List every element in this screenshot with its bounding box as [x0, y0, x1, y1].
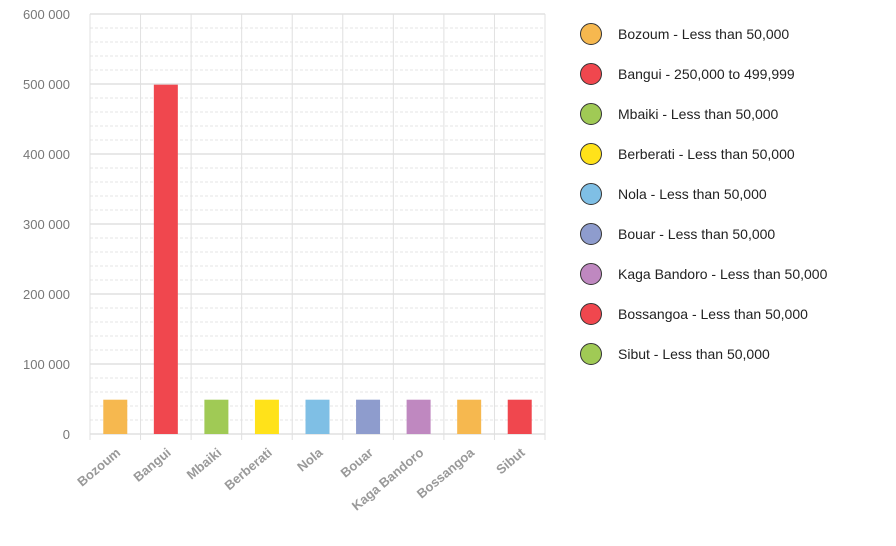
legend-swatch: [580, 143, 602, 165]
y-tick-label: 400 000: [23, 147, 70, 162]
bar: [507, 399, 532, 434]
legend-swatch: [580, 23, 602, 45]
legend-label: Sibut - Less than 50,000: [618, 346, 770, 362]
legend-item: Bossangoa - Less than 50,000: [580, 294, 827, 334]
legend-label: Bouar - Less than 50,000: [618, 226, 776, 242]
bar: [305, 399, 330, 434]
legend-swatch: [580, 303, 602, 325]
legend-label: Nola - Less than 50,000: [618, 186, 767, 202]
legend-swatch: [580, 63, 602, 85]
legend-item: Nola - Less than 50,000: [580, 174, 827, 214]
x-tick-label: Berberati: [222, 445, 275, 493]
x-tick-label: Nola: [294, 444, 326, 474]
bar: [356, 399, 381, 434]
legend-item: Mbaiki - Less than 50,000: [580, 94, 827, 134]
y-tick-label: 500 000: [23, 77, 70, 92]
legend-swatch: [580, 343, 602, 365]
legend-label: Berberati - Less than 50,000: [618, 146, 795, 162]
bar-chart: 0 100 000 200 000 300 000 400 000 500 000 600 …: [23, 7, 546, 513]
legend-label: Kaga Bandoro - Less than 50,000: [618, 266, 828, 282]
legend-item: Bozoum - Less than 50,000: [580, 14, 827, 54]
bar: [153, 84, 178, 434]
legend-swatch: [580, 223, 602, 245]
x-tick-label: Bangui: [130, 445, 173, 485]
y-tick-label: 100 000: [23, 357, 70, 372]
bar: [406, 399, 431, 434]
legend-label: Bangui - 250,000 to 499,999: [618, 66, 795, 82]
x-tick-label: Bozoum: [74, 445, 123, 489]
y-tick-label: 300 000: [23, 217, 70, 232]
bar: [457, 399, 482, 434]
y-axis: 0 100 000 200 000 300 000 400 000 500 000 600 …: [23, 7, 70, 442]
bar: [103, 399, 128, 434]
bars: [103, 84, 532, 434]
legend-label: Mbaiki - Less than 50,000: [618, 106, 779, 122]
legend-label: Bozoum - Less than 50,000: [618, 26, 790, 42]
legend-item: Kaga Bandoro - Less than 50,000: [580, 254, 827, 294]
legend-item: Berberati - Less than 50,000: [580, 134, 827, 174]
legend-swatch: [580, 263, 602, 285]
legend-swatch: [580, 183, 602, 205]
legend-item: Sibut - Less than 50,000: [580, 334, 827, 374]
y-tick-label: 0: [63, 427, 70, 442]
legend: Bozoum - Less than 50,000 Bangui - 250,00…: [580, 14, 827, 374]
legend-item: Bangui - 250,000 to 499,999: [580, 54, 827, 94]
legend-item: Bouar - Less than 50,000: [580, 214, 827, 254]
y-tick-label: 200 000: [23, 287, 70, 302]
x-tick-label: Mbaiki: [184, 445, 225, 483]
legend-label: Bossangoa - Less than 50,000: [618, 306, 808, 322]
y-tick-label: 600 000: [23, 7, 70, 22]
bar: [254, 399, 279, 434]
x-tick-label: Sibut: [493, 444, 528, 477]
legend-swatch: [580, 103, 602, 125]
x-tick-label: Bouar: [338, 445, 376, 481]
bar: [204, 399, 229, 434]
